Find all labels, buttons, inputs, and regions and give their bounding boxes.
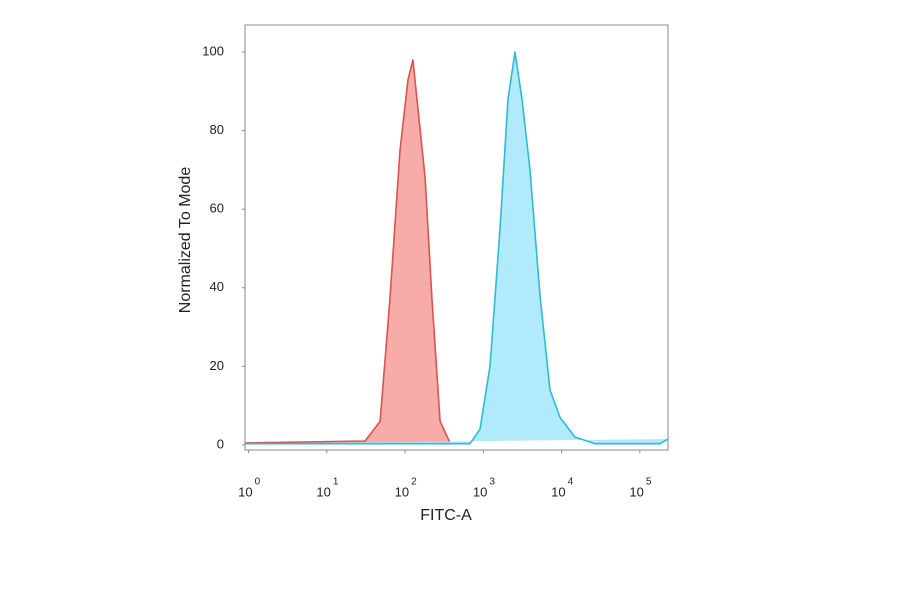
x-tick-exponent: 3 (489, 477, 495, 488)
x-tick-label: 10 (629, 484, 643, 499)
histogram-area (245, 51, 669, 445)
y-tick-label: 40 (210, 279, 224, 294)
x-tick-label: 10 (473, 484, 487, 499)
x-tick-label: 10 (395, 484, 409, 499)
histogram-area (244, 59, 451, 444)
x-tick-label: 10 (316, 484, 330, 499)
x-tick-exponent: 1 (333, 477, 339, 488)
x-tick-label: 10 (238, 484, 252, 499)
x-tick-label: 10 (551, 484, 565, 499)
x-tick-exponent: 5 (646, 477, 652, 488)
plot-frame (244, 24, 669, 451)
x-tick-exponent: 4 (568, 477, 574, 488)
y-tick-label: 0 (217, 436, 224, 451)
y-tick-label: 60 (210, 201, 224, 216)
y-tick-label: 20 (210, 358, 224, 373)
y-tick-label: 100 (202, 44, 224, 59)
x-tick-exponent: 2 (411, 477, 417, 488)
x-tick-exponent: 0 (255, 477, 261, 488)
y-axis-title: Normalized To Mode (177, 167, 194, 314)
x-axis-title: FITC-A (420, 507, 472, 524)
y-tick-label: 80 (210, 122, 224, 137)
